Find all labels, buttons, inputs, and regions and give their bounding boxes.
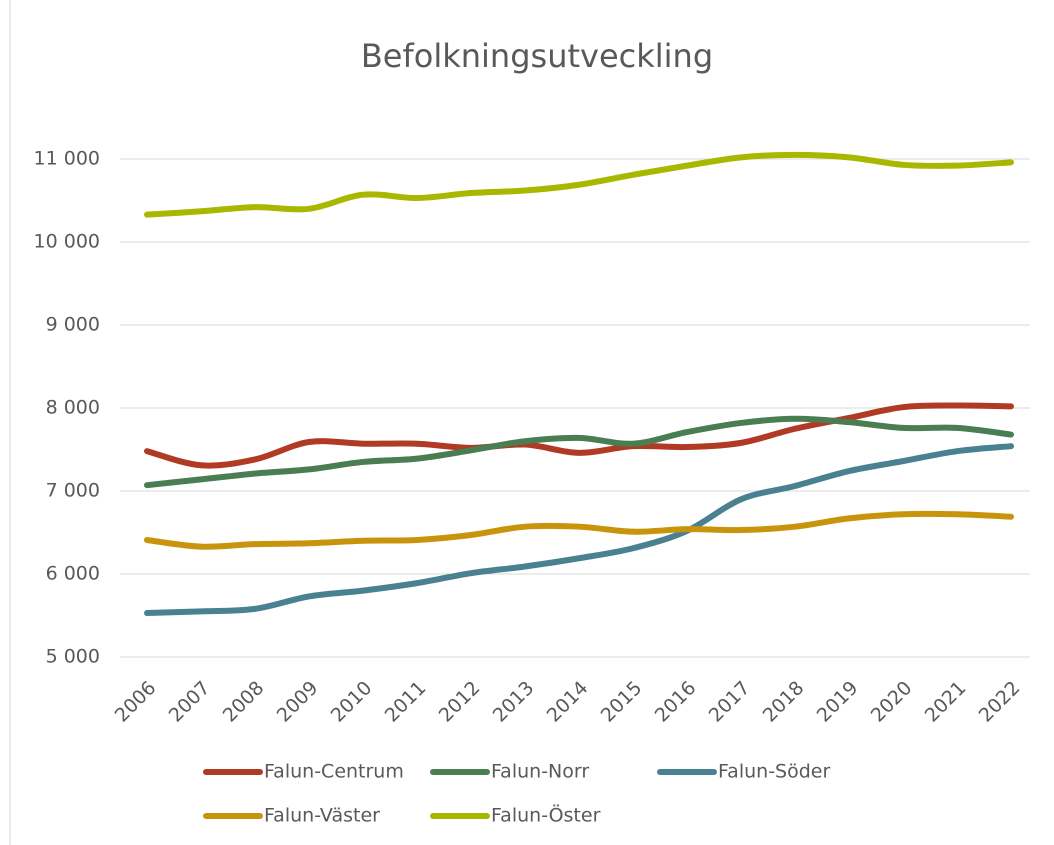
y-tick-label: 11 000 xyxy=(34,148,100,170)
x-tick-label: 2017 xyxy=(705,677,755,727)
x-tick-label: 2019 xyxy=(813,677,863,727)
x-tick-label: 2006 xyxy=(111,677,161,727)
legend-label: Falun-Centrum xyxy=(264,761,404,783)
y-tick-label: 6 000 xyxy=(46,563,100,585)
legend-label: Falun-Öster xyxy=(491,804,601,827)
x-tick-label: 2008 xyxy=(219,677,269,727)
x-tick-label: 2013 xyxy=(489,677,539,727)
x-tick-label: 2009 xyxy=(273,677,323,727)
x-tick-label: 2014 xyxy=(543,677,593,727)
line-series xyxy=(144,510,1014,550)
line-series xyxy=(144,415,1014,489)
line-series xyxy=(144,443,1014,617)
x-tick-label: 2015 xyxy=(597,677,647,727)
x-tick-label: 2020 xyxy=(867,677,917,727)
y-tick-label: 5 000 xyxy=(46,646,100,668)
x-tick-label: 2012 xyxy=(435,677,485,727)
x-tick-label: 2011 xyxy=(381,677,431,727)
x-tick-label: 2022 xyxy=(975,677,1025,727)
y-tick-label: 7 000 xyxy=(46,480,100,502)
x-tick-label: 2016 xyxy=(651,677,701,727)
legend-label: Falun-Väster xyxy=(264,805,380,827)
line-series xyxy=(144,402,1014,469)
y-tick-label: 9 000 xyxy=(46,314,100,336)
x-tick-label: 2010 xyxy=(327,677,377,727)
y-tick-label: 10 000 xyxy=(34,231,100,253)
y-tick-label: 8 000 xyxy=(46,397,100,419)
x-tick-label: 2018 xyxy=(759,677,809,727)
x-tick-label: 2007 xyxy=(165,677,215,727)
legend-label: Falun-Söder xyxy=(718,761,830,783)
line-series xyxy=(144,151,1014,218)
x-tick-label: 2021 xyxy=(921,677,971,727)
legend-label: Falun-Norr xyxy=(491,761,589,783)
chart-title: Befolkningsutveckling xyxy=(361,37,713,75)
